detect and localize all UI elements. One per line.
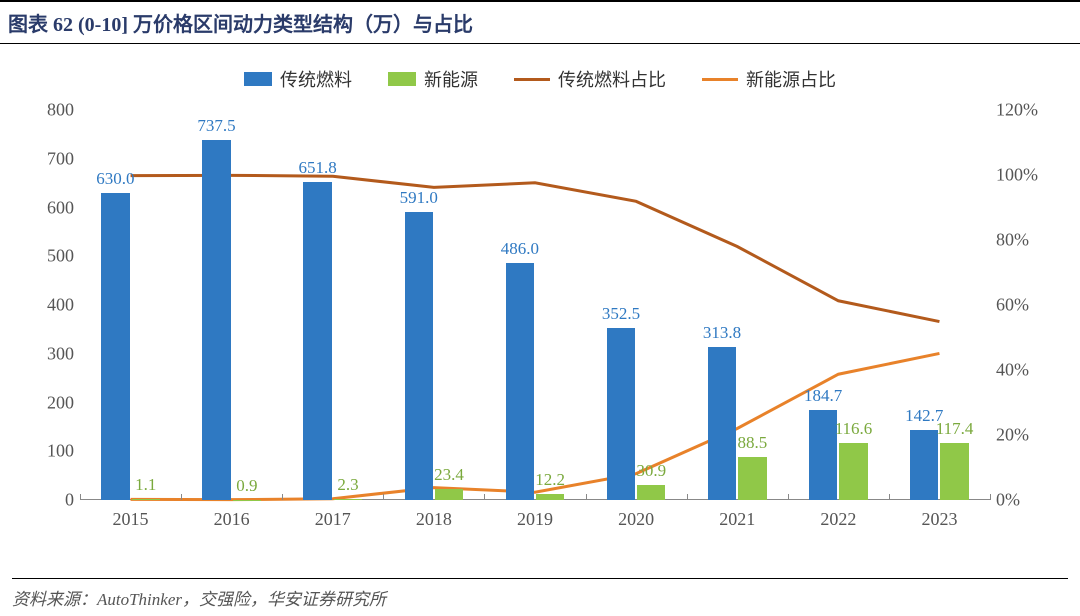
x-tick [80,494,81,500]
bar-label-newenergy: 23.4 [434,465,464,485]
y-left-tick: 0 [24,490,74,511]
bar-traditional [405,212,433,500]
y-right-tick: 120% [996,100,1056,121]
bar-label-traditional: 651.8 [298,158,336,178]
bar-label-traditional: 352.5 [602,304,640,324]
bar-label-traditional: 630.0 [96,169,134,189]
x-label: 2021 [719,509,755,530]
swatch-bar2 [388,72,416,86]
y-left-tick: 200 [24,392,74,413]
y-left-tick: 100 [24,441,74,462]
bar-label-newenergy: 117.4 [936,419,974,439]
bar-label-traditional: 313.8 [703,323,741,343]
bar-label-newenergy: 116.6 [835,419,873,439]
legend-item-bar2: 新能源 [388,66,478,92]
bar-traditional [708,347,736,500]
bar-newenergy [637,485,665,500]
legend-label-line2: 新能源占比 [746,66,836,92]
bar-newenergy [536,494,564,500]
bar-traditional [506,263,534,500]
bar-newenergy [132,499,160,500]
legend-label-bar1: 传统燃料 [280,66,352,92]
swatch-line1 [514,78,550,81]
bar-label-newenergy: 88.5 [738,433,768,453]
y-right-tick: 40% [996,360,1056,381]
x-tick [788,494,789,500]
x-label: 2020 [618,509,654,530]
x-tick [889,494,890,500]
y-right-tick: 100% [996,165,1056,186]
bar-newenergy [940,443,968,500]
y-right-tick: 80% [996,230,1056,251]
x-tick [990,494,991,500]
bar-traditional [910,430,938,500]
swatch-bar1 [244,72,272,86]
plot-region: 2015630.01.12016737.50.92017651.82.32018… [80,110,990,500]
x-label: 2022 [820,509,856,530]
bar-label-newenergy: 30.9 [636,461,666,481]
y-left-tick: 600 [24,197,74,218]
x-label: 2017 [315,509,351,530]
x-label: 2019 [517,509,553,530]
bar-newenergy [839,443,867,500]
x-label: 2016 [214,509,250,530]
bar-traditional [101,193,129,500]
legend: 传统燃料 新能源 传统燃料占比 新能源占比 [0,44,1080,100]
bar-label-traditional: 591.0 [400,188,438,208]
y-right-tick: 20% [996,425,1056,446]
legend-item-line1: 传统燃料占比 [514,66,666,92]
chart-area: 2015 630.0 1.1 2016 737.5 0.9 2017 651.8 2.3 2018… [20,100,1060,540]
bar-newenergy [435,489,463,500]
bar-label-traditional: 184.7 [804,386,842,406]
legend-item-bar1: 传统燃料 [244,66,352,92]
bar-traditional [202,140,230,500]
x-label: 2023 [921,509,957,530]
x-tick [383,494,384,500]
x-tick [484,494,485,500]
bar-label-traditional: 486.0 [501,239,539,259]
y-left-tick: 800 [24,100,74,121]
bar-label-newenergy: 12.2 [535,470,565,490]
legend-label-line1: 传统燃料占比 [558,66,666,92]
bar-traditional [607,328,635,500]
y-left-tick: 300 [24,343,74,364]
x-tick [181,494,182,500]
x-label: 2015 [113,509,149,530]
bar-traditional [809,410,837,500]
bar-label-newenergy: 1.1 [135,475,156,495]
bar-label-newenergy: 2.3 [337,475,358,495]
bar-label-traditional: 737.5 [197,116,235,136]
x-tick [687,494,688,500]
y-left-tick: 500 [24,246,74,267]
legend-label-bar2: 新能源 [424,66,478,92]
y-left-tick: 400 [24,295,74,316]
bar-newenergy [334,499,362,500]
source-text: 资料来源：AutoThinker，交强险，华安证券研究所 [12,578,1068,610]
swatch-line2 [702,78,738,81]
bar-traditional [303,182,331,500]
bar-label-newenergy: 0.9 [236,476,257,496]
x-tick [586,494,587,500]
legend-item-line2: 新能源占比 [702,66,836,92]
y-left-tick: 700 [24,148,74,169]
chart-title: 图表 62 (0-10] 万价格区间动力类型结构（万）与占比 [0,0,1080,44]
y-right-tick: 0% [996,490,1056,511]
y-right-tick: 60% [996,295,1056,316]
bar-newenergy [738,457,766,500]
x-label: 2018 [416,509,452,530]
x-tick [282,494,283,500]
